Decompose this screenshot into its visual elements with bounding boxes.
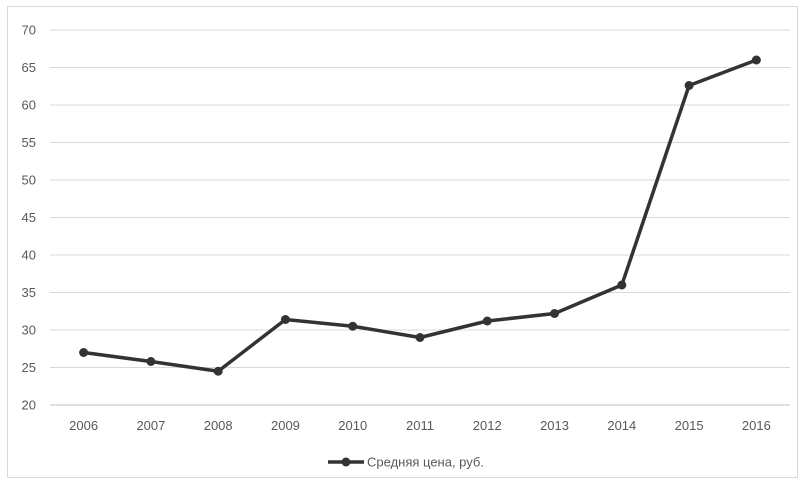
x-tick-label: 2011 bbox=[406, 418, 434, 433]
x-tick-label: 2008 bbox=[204, 418, 233, 433]
data-point bbox=[751, 55, 761, 65]
data-point bbox=[550, 309, 560, 318]
y-tick-label: 45 bbox=[22, 210, 36, 225]
data-point bbox=[684, 81, 694, 90]
y-tick-label: 35 bbox=[22, 285, 36, 300]
x-tick-label: 2007 bbox=[136, 418, 165, 433]
y-tick-label: 70 bbox=[22, 23, 36, 38]
y-tick-label: 30 bbox=[22, 323, 36, 338]
x-tick-label: 2013 bbox=[540, 418, 569, 433]
data-point bbox=[348, 321, 358, 331]
chart-frame bbox=[7, 6, 798, 478]
x-axis-ticks: 2006 2007 2008 2009 2010 2011 2012 2013 2014 2015… bbox=[69, 418, 771, 433]
x-tick-label: 2016 bbox=[742, 418, 771, 433]
data-point bbox=[280, 315, 290, 324]
series-line bbox=[81, 58, 759, 373]
y-tick-label: 55 bbox=[22, 135, 36, 150]
y-tick-label: 60 bbox=[22, 98, 36, 113]
y-axis-ticks: 20 25 30 35 40 45 50 55 60 65 70 bbox=[22, 23, 36, 413]
gridlines bbox=[50, 29, 790, 406]
x-tick-label: 2010 bbox=[338, 418, 367, 433]
data-point bbox=[415, 333, 425, 342]
data-point bbox=[79, 348, 89, 357]
x-tick-label: 2009 bbox=[271, 418, 300, 433]
legend: Средняя цена, руб. bbox=[328, 455, 484, 470]
x-tick-label: 2006 bbox=[69, 418, 98, 433]
y-tick-label: 20 bbox=[22, 398, 36, 413]
x-tick-label: 2015 bbox=[675, 418, 704, 433]
x-tick-label: 2012 bbox=[473, 418, 502, 433]
x-tick-label: 2014 bbox=[607, 418, 636, 433]
data-point bbox=[617, 280, 627, 290]
data-point bbox=[482, 316, 492, 326]
series-layer bbox=[79, 55, 761, 376]
legend-marker bbox=[341, 457, 351, 467]
data-point bbox=[213, 366, 223, 376]
y-tick-label: 65 bbox=[22, 60, 36, 75]
data-point bbox=[146, 357, 156, 366]
y-tick-label: 40 bbox=[22, 248, 36, 263]
legend-label: Средняя цена, руб. bbox=[367, 455, 484, 470]
y-tick-label: 50 bbox=[22, 173, 36, 188]
y-tick-label: 25 bbox=[22, 360, 36, 375]
